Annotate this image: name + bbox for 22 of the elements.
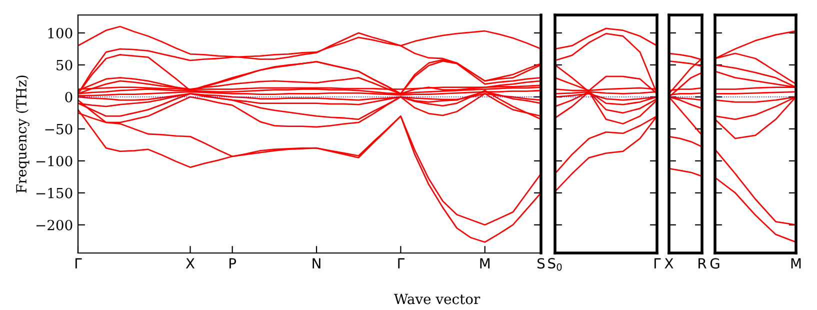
x-tick-label: N — [312, 258, 320, 268]
x-tick-label: X — [664, 258, 674, 268]
y-axis-title: Frequency (THz) — [16, 76, 30, 193]
x-tick-label: R — [698, 258, 706, 268]
x-tick-label: S — [538, 258, 545, 269]
x-tick-label: X — [186, 258, 195, 268]
x-tick-label: M — [791, 258, 801, 268]
x-tick-label: G — [710, 258, 720, 269]
y-tick-label: −150 — [36, 188, 72, 198]
y-tick-label: −50 — [45, 124, 72, 134]
x-tick-label: P — [230, 258, 236, 268]
x-tick-label: Γ — [654, 258, 661, 268]
x-tick-label: S$_{0}$ — [548, 258, 562, 271]
y-tick-label: −100 — [36, 156, 72, 166]
y-tick-label: −200 — [36, 220, 72, 230]
y-tick-label: 50 — [56, 60, 72, 70]
x-tick-label: Γ — [398, 258, 404, 268]
x-axis-title: Wave vector — [394, 294, 480, 304]
y-tick-label: 100 — [48, 28, 72, 38]
y-tick-label: 0 — [65, 92, 72, 102]
x-tick-label: M — [480, 258, 490, 268]
x-tick-label: Γ — [75, 258, 82, 268]
